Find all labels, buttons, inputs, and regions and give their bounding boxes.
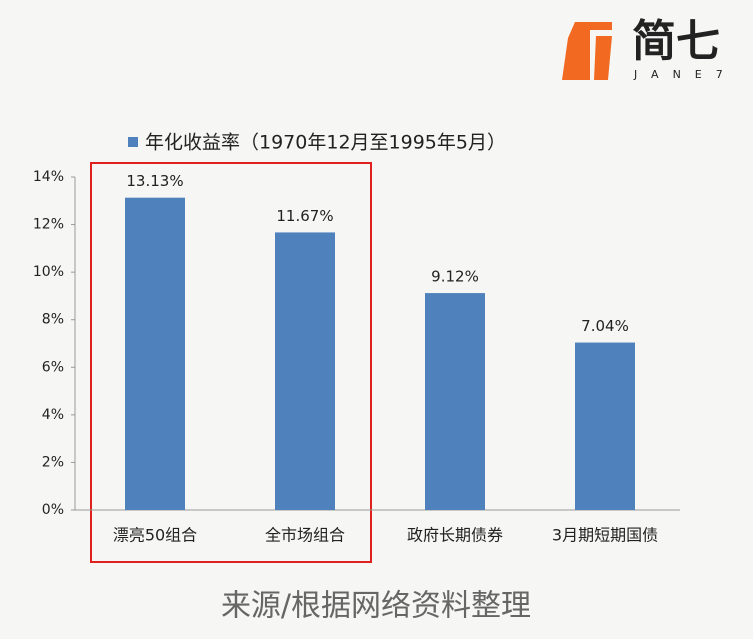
y-tick-label: 2%	[42, 454, 64, 470]
highlight-box	[90, 162, 372, 563]
logo-mark	[594, 36, 612, 80]
legend-swatch	[128, 137, 138, 147]
logo-text: 简七	[632, 16, 720, 67]
y-tick-label: 12%	[33, 217, 64, 233]
y-tick-label: 10%	[33, 264, 64, 280]
value-label: 13.13%	[126, 172, 183, 190]
source-note: 来源/根据网络资料整理	[221, 589, 531, 624]
x-tick-label: 政府长期债券	[407, 526, 503, 545]
value-label: 9.12%	[431, 268, 479, 286]
y-tick-label: 8%	[42, 312, 64, 328]
bar	[575, 342, 635, 510]
x-tick-label: 漂亮50组合	[113, 526, 197, 545]
y-tick-label: 14%	[33, 169, 64, 185]
bar	[125, 197, 185, 510]
value-label: 11.67%	[276, 207, 333, 225]
logo: 简七 JANE7	[562, 16, 737, 81]
bar	[425, 293, 485, 510]
logo-mark	[562, 22, 612, 80]
bar	[275, 232, 335, 510]
value-label: 7.04%	[581, 317, 629, 335]
logo-subtitle: JANE7	[633, 68, 737, 81]
y-tick-label: 0%	[42, 502, 64, 518]
y-tick-label: 6%	[42, 359, 64, 375]
y-tick-label: 4%	[42, 407, 64, 423]
x-tick-label: 3月期短期国债	[552, 526, 658, 545]
legend-label: 年化收益率（1970年12月至1995年5月）	[145, 132, 506, 154]
x-tick-label: 全市场组合	[265, 526, 345, 545]
